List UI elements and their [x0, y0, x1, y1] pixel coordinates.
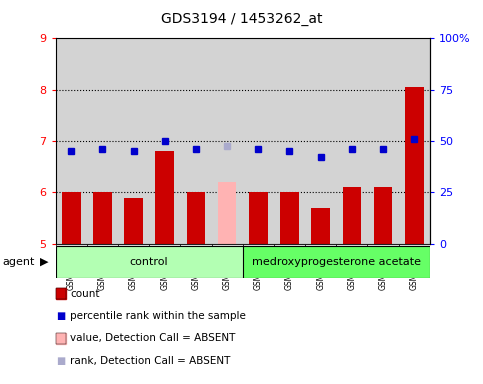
Bar	[180, 244, 212, 246]
Text: GSM262678: GSM262678	[316, 244, 325, 290]
Bar	[87, 244, 118, 246]
Text: GSM262683: GSM262683	[98, 244, 107, 290]
Text: GSM262685: GSM262685	[160, 244, 169, 290]
Text: rank, Detection Call = ABSENT: rank, Detection Call = ABSENT	[70, 356, 230, 366]
Text: GSM262677: GSM262677	[285, 244, 294, 290]
Text: GSM262681: GSM262681	[410, 244, 419, 290]
Bar	[156, 151, 174, 244]
Bar	[336, 244, 368, 246]
Bar	[336, 38, 368, 244]
Bar	[305, 244, 336, 246]
Text: GSM262684: GSM262684	[129, 244, 138, 290]
Text: percentile rank within the sample: percentile rank within the sample	[70, 311, 246, 321]
Text: value, Detection Call = ABSENT: value, Detection Call = ABSENT	[70, 333, 235, 343]
Text: GSM262676: GSM262676	[254, 244, 263, 290]
Bar	[180, 38, 212, 244]
Bar	[368, 244, 398, 246]
Bar	[249, 192, 268, 244]
Bar	[149, 38, 180, 244]
Text: ■: ■	[56, 311, 66, 321]
Bar	[312, 208, 330, 244]
Bar	[56, 246, 242, 278]
Bar	[274, 244, 305, 246]
Bar	[342, 187, 361, 244]
Bar	[149, 244, 180, 246]
Bar	[405, 87, 424, 244]
Bar	[280, 192, 299, 244]
Bar	[93, 192, 112, 244]
Bar	[186, 192, 205, 244]
Bar	[218, 182, 237, 244]
Bar	[242, 244, 274, 246]
Text: GDS3194 / 1453262_at: GDS3194 / 1453262_at	[161, 12, 322, 25]
Text: GSM262680: GSM262680	[379, 244, 387, 290]
Bar	[212, 38, 242, 244]
Bar	[62, 192, 81, 244]
Text: medroxyprogesterone acetate: medroxyprogesterone acetate	[252, 257, 421, 267]
Text: control: control	[130, 257, 169, 267]
Bar	[87, 38, 118, 244]
Bar	[374, 187, 392, 244]
Text: GSM262687: GSM262687	[223, 244, 232, 290]
Bar	[398, 244, 430, 246]
Text: GSM262686: GSM262686	[191, 244, 200, 290]
Bar	[56, 244, 87, 246]
Bar	[398, 38, 430, 244]
Bar	[274, 38, 305, 244]
Bar	[56, 38, 87, 244]
Text: count: count	[70, 289, 99, 299]
Text: ▶: ▶	[40, 257, 48, 267]
Bar	[212, 244, 242, 246]
Bar	[118, 244, 149, 246]
Bar	[305, 38, 336, 244]
Text: ■: ■	[56, 356, 66, 366]
Bar	[118, 38, 149, 244]
Text: GSM262679: GSM262679	[347, 244, 356, 290]
Bar	[368, 38, 398, 244]
Bar	[124, 198, 143, 244]
Bar	[242, 38, 274, 244]
Text: agent: agent	[2, 257, 35, 267]
Bar	[242, 246, 430, 278]
Text: GSM262682: GSM262682	[67, 244, 76, 290]
